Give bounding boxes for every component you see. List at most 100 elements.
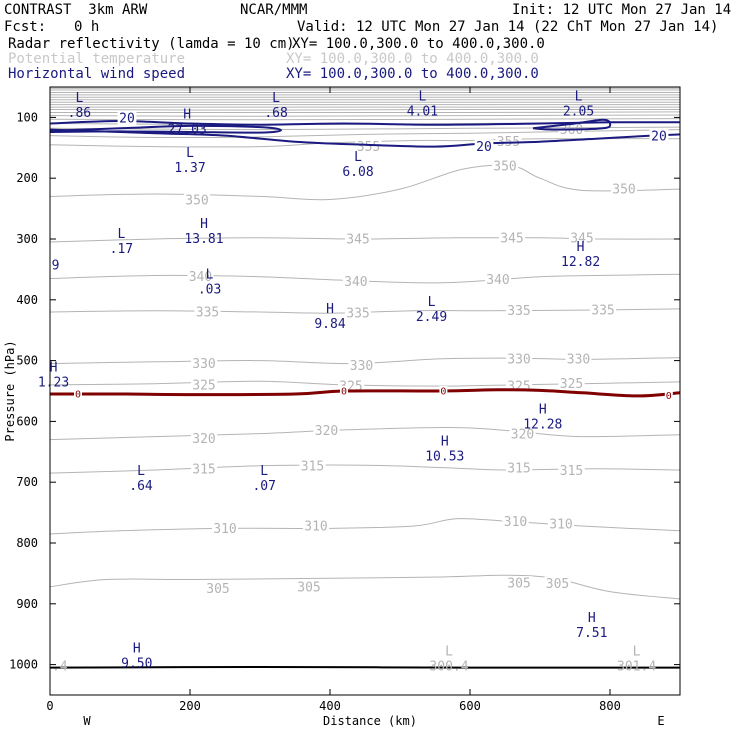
theta-contour-label-1-1: 310 (304, 519, 327, 534)
extremum-value-17: .07 (252, 479, 275, 494)
extremum-value-6: 6.08 (342, 165, 373, 180)
theta-contour-label-bg-2-0 (190, 461, 218, 476)
y-tick-label-500: 500 (16, 354, 38, 368)
extremum-high-marker-19: H (133, 641, 141, 656)
theta-contour-label-bg-7-2 (484, 272, 512, 287)
theta-contour-label-5-3: 330 (567, 352, 590, 367)
extremum-low-marker-10: L (206, 268, 214, 283)
theta-contour-label-4-0: 325 (192, 378, 215, 393)
extremum-low-marker-2: L (418, 89, 426, 104)
theta-contour-label-bg-3-1 (313, 423, 340, 438)
zero-label-0: 0 (75, 390, 81, 401)
x-tick-label-200: 200 (179, 699, 201, 713)
theta-contour-label-bg-9-2 (610, 182, 638, 197)
extremum-value-13: 1.23 (38, 376, 69, 391)
theta-contour-label-bg-2-3 (558, 463, 585, 478)
theta-contour-label-bg-7-0 (187, 269, 214, 284)
plot-frame (49, 86, 681, 696)
theta-contour-upper-17 (50, 108, 680, 111)
zero-label-bg-0 (74, 389, 82, 400)
y-tick-label-600: 600 (16, 414, 38, 428)
reflectivity-zero-line (50, 388, 680, 398)
field-theta-name: Potential temperature (8, 51, 186, 67)
field-wind-name: Horizontal wind speed (8, 66, 186, 82)
theta-contour-label-8-1: 345 (500, 231, 523, 246)
theta-contour-label-2-3: 315 (560, 464, 583, 479)
theta-contour-label-9-2: 350 (612, 183, 635, 198)
edge-label-4: L (633, 644, 641, 659)
theta-contour-label-bg-2-1 (299, 458, 326, 473)
y-axis-title: Pressure (hPa) (3, 340, 17, 441)
theta-contour-label-6-2: 335 (507, 304, 530, 319)
theta-contour-label-7-2: 340 (486, 273, 509, 288)
theta-contour-upper-16 (50, 111, 680, 114)
init-time: Init: 12 UTC Mon 27 Jan 14 (512, 2, 732, 18)
extremum-high-marker-15: H (441, 435, 449, 450)
field-theta-xy: XY= 100.0,300.0 to 400.0,300.0 (286, 51, 539, 67)
theta-contour-label-1-2: 310 (504, 515, 527, 530)
y-tick-label-300: 300 (16, 232, 38, 246)
theta-contour-label-3-0: 320 (192, 432, 215, 447)
wind-contour-label-bg-1-0 (474, 139, 494, 154)
model-title: CONTRAST 3km ARW (4, 2, 148, 18)
wind-contour-label-bg-0-0 (117, 111, 137, 126)
theta-contour-label-0-1: 305 (297, 580, 320, 595)
theta-contour-305 (50, 574, 680, 600)
edge-label-3: 300.4 (429, 660, 468, 675)
theta-contour-label-0-3: 305 (546, 577, 569, 592)
theta-contour-label-bg-1-3 (547, 517, 575, 532)
x-tick-label-400: 400 (319, 699, 341, 713)
extremum-high-marker-18: H (588, 611, 596, 626)
theta-contour-label-bg-6-3 (589, 303, 617, 318)
theta-contour-label-6-1: 335 (346, 307, 369, 322)
forecast-label: Fcst: (4, 19, 47, 35)
x-tick-label-800: 800 (599, 699, 621, 713)
edge-label-0: 9 (52, 258, 60, 273)
edge-label-2: L (445, 644, 453, 659)
wind-contour-20-1 (50, 128, 680, 148)
surface-line (50, 665, 680, 669)
theta-contour-325 (50, 380, 680, 387)
extremum-value-4: 27.03 (168, 123, 207, 138)
theta-contour-label-bg-0-2 (505, 576, 533, 591)
wind-contour-20-3 (532, 118, 612, 131)
extremum-high-marker-14: H (539, 402, 547, 417)
wind-contour-label-0-0: 20 (119, 112, 135, 127)
wind-contour-label-1-1: 20 (651, 130, 667, 145)
extremum-value-11: 2.49 (416, 310, 447, 325)
extremum-value-10: .03 (198, 283, 221, 298)
theta-contour-label-2-0: 315 (192, 462, 215, 477)
extremum-low-marker-0: L (75, 91, 83, 106)
theta-contour-label-bg-8-2 (568, 230, 596, 245)
theta-contour-315 (50, 464, 680, 474)
theta-contour-label-bg-8-0 (344, 232, 372, 246)
theta-contour-label-bg-5-3 (565, 351, 592, 366)
theta-contour-label-6-3: 335 (591, 304, 614, 319)
theta-contour-label-3-1: 320 (315, 424, 338, 439)
zero-label-1: 0 (341, 387, 347, 398)
edge-label-1: .4 (52, 660, 68, 675)
theta-contour-label-bg-8-1 (498, 230, 526, 245)
theta-contour-label-4-3: 325 (560, 377, 583, 392)
y-tick-label-1000: 1000 (9, 658, 38, 672)
edge-label-5: 301.4 (617, 660, 656, 675)
valid-time: Valid: 12 UTC Mon 27 Jan 14 (22 ChT Mon … (297, 19, 719, 35)
theta-contour-label-7-0: 340 (189, 270, 212, 285)
theta-contour-label-2-2: 315 (507, 462, 530, 477)
zero-label-bg-3 (664, 390, 673, 401)
theta-contour-upper-12 (50, 126, 680, 131)
theta-contour-label-bg-2-2 (505, 461, 533, 476)
extremum-value-3: 2.05 (563, 104, 594, 119)
x-tick-label-0: 0 (46, 699, 53, 713)
y-tick-label-100: 100 (16, 110, 38, 124)
extremum-value-7: 13.81 (184, 232, 223, 247)
extremum-high-marker-9: H (577, 240, 585, 255)
forecast-hour: 0 h (74, 19, 100, 35)
extremum-high-marker-12: H (326, 302, 334, 317)
x-axis-left-end: W (83, 714, 91, 728)
theta-contour-label-1-3: 310 (549, 518, 572, 533)
field-reflectivity-xy: XY= 100.0,300.0 to 400.0,300.0 (292, 36, 545, 52)
theta-contour-label-bg-1-2 (502, 514, 529, 529)
extremum-low-marker-11: L (428, 295, 436, 310)
theta-contour-label-3-2: 320 (511, 428, 534, 443)
